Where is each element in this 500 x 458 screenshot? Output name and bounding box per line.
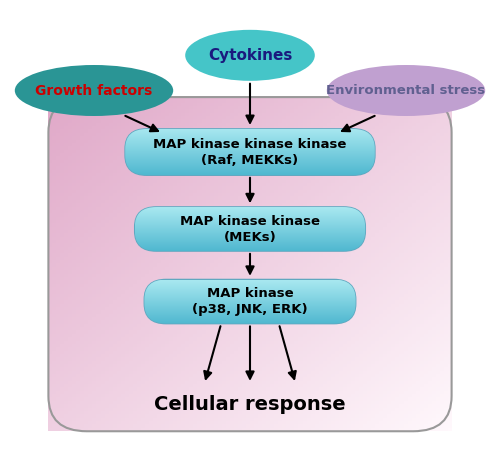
Ellipse shape bbox=[15, 65, 173, 116]
FancyBboxPatch shape bbox=[135, 207, 365, 251]
Text: MAP kinase
(p38, JNK, ERK): MAP kinase (p38, JNK, ERK) bbox=[192, 287, 308, 316]
Ellipse shape bbox=[327, 65, 485, 116]
Ellipse shape bbox=[185, 30, 315, 81]
FancyBboxPatch shape bbox=[125, 129, 375, 175]
FancyBboxPatch shape bbox=[144, 279, 356, 323]
Text: Environmental stress: Environmental stress bbox=[326, 84, 486, 97]
Text: Cytokines: Cytokines bbox=[208, 48, 292, 63]
Text: MAP kinase kinase
(MEKs): MAP kinase kinase (MEKs) bbox=[180, 214, 320, 244]
Text: Cellular response: Cellular response bbox=[154, 395, 346, 414]
Text: Growth factors: Growth factors bbox=[36, 83, 152, 98]
Text: MAP kinase kinase kinase
(Raf, MEKKs): MAP kinase kinase kinase (Raf, MEKKs) bbox=[154, 137, 346, 167]
